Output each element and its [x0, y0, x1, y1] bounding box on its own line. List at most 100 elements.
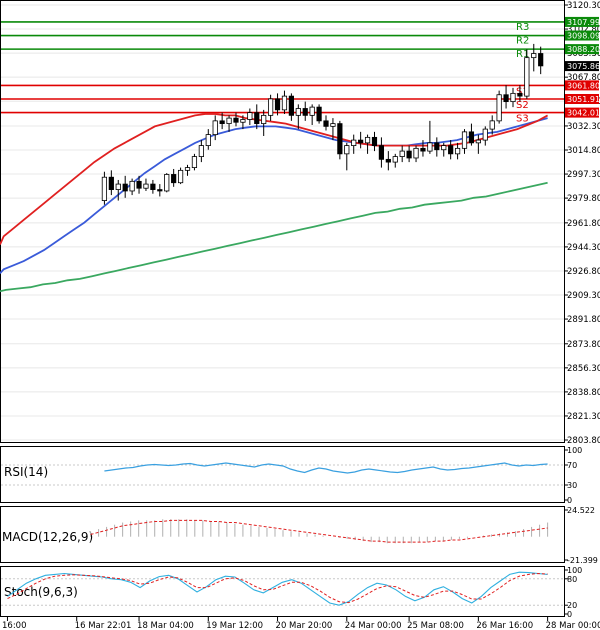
price-grid: [1, 4, 564, 441]
candle-body-bear: [122, 183, 128, 192]
candle-body-bull: [226, 117, 232, 125]
candle-body-bear: [468, 131, 475, 144]
level-name-r3: R3: [516, 22, 529, 33]
candle-body-bull: [392, 156, 398, 163]
candle: [177, 167, 184, 185]
candle-body-bear: [150, 183, 156, 190]
macd-panel-frame: [0, 506, 565, 563]
price-tick-label: 2909.30: [567, 291, 600, 301]
price-tick-label: 2821.30: [567, 412, 600, 422]
candle: [164, 173, 170, 193]
candle: [454, 142, 461, 160]
candle: [157, 184, 163, 197]
level-price-r1: 3088.20: [567, 45, 600, 54]
candle-body-bull: [364, 136, 371, 144]
candle-body-bull: [461, 131, 468, 149]
candle-body-bull: [191, 156, 198, 168]
candle-body-bear: [434, 142, 440, 151]
candle: [212, 115, 218, 141]
candle-body-bear: [378, 145, 385, 160]
price-tick-label: 2979.80: [567, 194, 600, 204]
candle: [233, 112, 239, 127]
candle: [115, 179, 121, 201]
candle-body-bull: [205, 134, 211, 147]
candle-body-bull: [482, 128, 488, 141]
candle-body-bull: [240, 119, 246, 123]
candle-body-bull: [247, 112, 253, 120]
stoch-label: Stoch(9,6,3): [4, 585, 78, 599]
candle: [309, 104, 315, 125]
rsi-panel: RSI(14) 100 70 30 0: [1, 446, 582, 505]
panel-frames: [0, 0, 565, 617]
candle: [358, 131, 364, 149]
candle-body-bear: [358, 139, 364, 144]
candle-body-bull: [129, 180, 135, 192]
candle: [136, 175, 142, 194]
price-tick-label: 3032.30: [567, 122, 600, 132]
current-price-tag: 3075.86: [565, 61, 600, 72]
time-tick-label: 16 Mar 22:01: [75, 621, 132, 630]
candle: [108, 170, 114, 196]
candle-body-bear: [316, 106, 322, 122]
candle-body-bull: [441, 145, 447, 151]
osc-tick-label: 100: [567, 446, 582, 455]
candle-body-bear: [274, 98, 281, 111]
price-tick-label: 2873.80: [567, 340, 600, 350]
candle-body-bull: [454, 147, 461, 155]
candle-body-bull: [164, 174, 170, 192]
candle: [198, 140, 204, 163]
candle-body-bear: [371, 136, 378, 147]
time-tick-label: 18 Mar 04:00: [137, 621, 194, 630]
candle: [399, 145, 405, 163]
candle: [288, 93, 294, 121]
osc-tick-label: 0: [567, 610, 572, 619]
candle: [427, 120, 433, 154]
price-tick-label: 2997.30: [567, 170, 600, 180]
candle: [150, 179, 156, 194]
candle-body-bull: [101, 176, 108, 201]
time-tick-label: 26 Mar 16:00: [476, 621, 533, 630]
price-panel-frame: [0, 0, 565, 443]
rsi-label: RSI(14): [4, 465, 48, 479]
level-price-s2: 3051.91: [567, 95, 600, 104]
time-tick-label: 24 Mar 00:00: [345, 621, 402, 630]
candle: [531, 43, 537, 72]
candle: [171, 168, 177, 187]
price-tick-label: 3120.30: [567, 1, 600, 11]
osc-tick-label: 20: [567, 601, 577, 610]
candle-body-bear: [157, 189, 163, 192]
candle: [122, 175, 128, 198]
price-tick-label: 3067.80: [567, 73, 600, 83]
candle-body-bull: [198, 145, 204, 157]
price-tick-label: 2838.80: [567, 388, 600, 398]
candle-body-bull: [281, 95, 288, 111]
candle: [510, 87, 516, 108]
candle-body-bull: [510, 92, 516, 103]
candle: [351, 134, 357, 154]
candle-body-bull: [212, 120, 218, 136]
candle-body-bear: [254, 112, 260, 125]
candle: [434, 137, 440, 157]
level-price-tag-s3: [565, 107, 599, 118]
candle: [254, 104, 260, 130]
time-tick-label: 20 Mar 20:00: [276, 621, 333, 630]
candle-body-bear: [337, 123, 343, 155]
candle: [371, 131, 378, 152]
candle-body-bull: [427, 142, 433, 152]
level-price-r3: 3107.99: [567, 18, 600, 27]
osc-tick-label: 80: [567, 575, 577, 584]
candle-body-bear: [288, 95, 294, 116]
osc-tick-label: 30: [567, 481, 577, 490]
candle-body-bear: [517, 92, 523, 97]
candle: [240, 115, 246, 130]
macd-signal-line: [90, 519, 548, 543]
candle-body-bull: [413, 147, 419, 159]
osc-tick-label: -21.399: [567, 556, 598, 565]
candle-body-bull: [351, 139, 357, 147]
candle: [184, 164, 191, 176]
candle: [441, 142, 447, 157]
rsi-line: [104, 462, 548, 474]
candle-body-bull: [309, 106, 315, 116]
candle-body-bear: [108, 176, 114, 190]
